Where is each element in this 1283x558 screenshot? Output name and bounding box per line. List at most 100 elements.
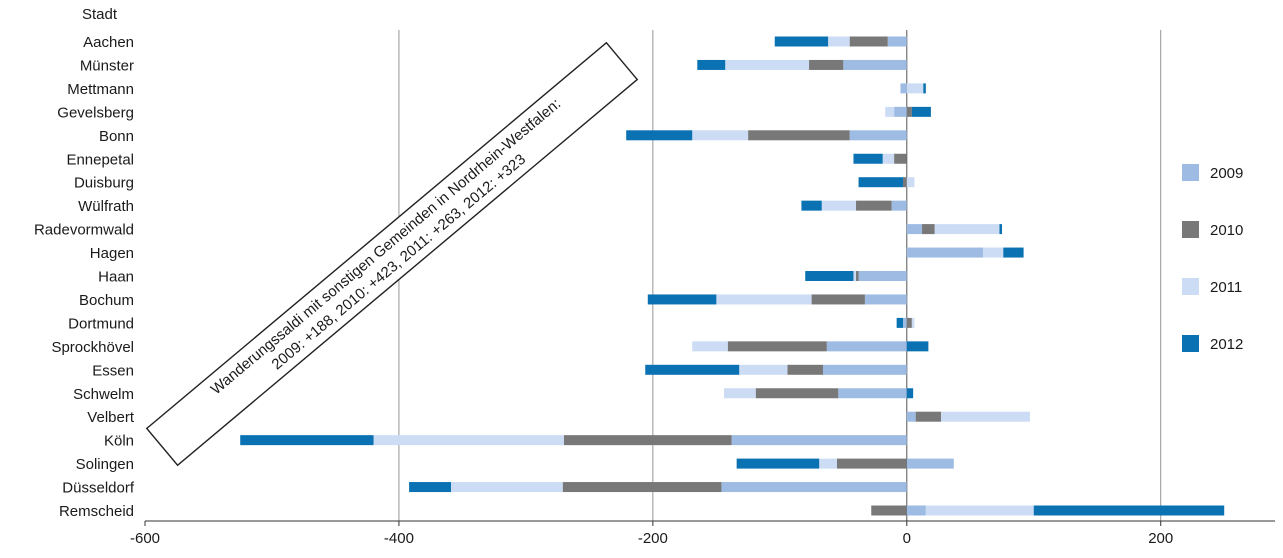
bar-schwelm-2011: [723, 388, 756, 399]
bar-gevelsberg-2011: [885, 106, 895, 117]
bar-remscheid-2012: [1033, 505, 1225, 516]
bar-solingen-2011: [819, 458, 837, 469]
bar-bochum-2009: [864, 294, 907, 305]
bar-mettmann-2012: [923, 83, 926, 94]
category-label: Köln: [104, 433, 134, 450]
bar-radevormwald-2009: [906, 224, 923, 235]
bar-aachen-2010: [849, 36, 888, 47]
bar-dortmund-2010: [906, 317, 912, 328]
bar-münster-2010: [809, 59, 844, 70]
x-tick-label: 200: [1148, 530, 1173, 547]
category-label: Haan: [98, 269, 134, 286]
bar-radevormwald-2012: [999, 224, 1003, 235]
bar-wülfrath-2009: [891, 200, 907, 211]
category-label: Münster: [80, 57, 134, 74]
bar-dortmund-2011: [911, 317, 915, 328]
category-label: Essen: [92, 362, 134, 379]
bar-duisburg-2011: [906, 177, 915, 188]
category-label: Düsseldorf: [62, 480, 135, 497]
bar-bonn-2009: [849, 130, 907, 141]
bar-bonn-2011: [692, 130, 749, 141]
bar-hagen-2009: [906, 247, 983, 258]
bar-duisburg-2012: [858, 177, 903, 188]
bar-sprockhövel-2012: [906, 341, 929, 352]
bar-aachen-2009: [887, 36, 907, 47]
x-tick-label: -200: [638, 530, 668, 547]
bar-düsseldorf-2012: [409, 482, 451, 493]
bar-essen-2010: [787, 364, 823, 375]
bar-haan-2012: [805, 271, 854, 281]
axis-layer: Aachen Münster Mettmann Gevelsberg Bonn Ennep…: [34, 34, 1275, 547]
bar-velbert-2009: [906, 411, 916, 422]
bar-essen-2012: [645, 364, 740, 375]
bar-köln-2009: [731, 435, 907, 446]
category-label: Schwelm: [73, 386, 134, 403]
category-label: Solingen: [76, 456, 134, 473]
bar-münster-2009: [843, 59, 907, 70]
category-label: Radevormwald: [34, 222, 134, 239]
bar-remscheid-2009: [906, 505, 926, 516]
legend-swatch-2009: [1182, 164, 1199, 181]
x-tick-label: 0: [903, 530, 911, 547]
bar-schwelm-2010: [755, 388, 839, 399]
category-label: Hagen: [90, 245, 134, 262]
bar-schwelm-2009: [838, 388, 907, 399]
category-label: Remscheid: [59, 503, 134, 520]
bar-aachen-2012: [774, 36, 829, 47]
bar-velbert-2011: [941, 411, 1030, 422]
bar-münster-2011: [725, 59, 810, 70]
bar-hagen-2012: [1003, 247, 1024, 258]
legend-label-2012: 2012: [1210, 336, 1243, 353]
bar-solingen-2010: [836, 458, 907, 469]
category-label: Aachen: [83, 34, 134, 51]
category-label: Mettmann: [67, 81, 134, 98]
bar-aachen-2011: [828, 36, 850, 47]
bar-bochum-2011: [716, 294, 812, 305]
bar-sprockhövel-2010: [727, 341, 827, 352]
bar-ennepetal-2011: [882, 153, 895, 164]
category-label: Ennepetal: [66, 151, 134, 168]
bar-dortmund-2009: [902, 317, 907, 328]
bar-haan-2009: [858, 271, 907, 281]
bar-köln-2010: [563, 435, 732, 446]
bar-layer: [240, 36, 1225, 516]
bar-mettmann-2011: [906, 83, 924, 94]
legend-swatch-2011: [1182, 278, 1199, 295]
bar-wülfrath-2012: [801, 200, 822, 211]
bar-sprockhövel-2009: [826, 341, 907, 352]
bar-radevormwald-2010: [922, 224, 935, 235]
legend-label-2009: 2009: [1210, 165, 1243, 182]
bar-ennepetal-2012: [853, 153, 883, 164]
bar-hagen-2011: [982, 247, 1004, 258]
category-label: Dortmund: [68, 315, 134, 332]
bar-düsseldorf-2011: [450, 482, 563, 493]
bar-essen-2009: [823, 364, 907, 375]
bar-wülfrath-2010: [856, 200, 892, 211]
annotation-frame: [145, 41, 639, 467]
annotation-box: Wanderungssaldi mit sonstigen Gemeinden …: [145, 41, 639, 467]
grid-layer: [398, 30, 1162, 521]
category-label: Bonn: [99, 128, 134, 145]
bar-solingen-2009: [906, 458, 954, 469]
category-label: Bochum: [79, 292, 134, 309]
annotation-line-1: Wanderungssaldi mit sonstigen Gemeinden …: [208, 95, 564, 398]
bar-bonn-2012: [626, 130, 693, 141]
legend: 2009 2010 2011 2012: [1182, 164, 1243, 353]
bar-schwelm-2012: [906, 388, 914, 399]
bar-duisburg-2010: [902, 177, 907, 188]
x-tick-label: -600: [130, 530, 160, 547]
bar-bonn-2010: [748, 130, 850, 141]
bar-münster-2012: [697, 59, 726, 70]
bar-radevormwald-2011: [934, 224, 1000, 235]
bar-dortmund-2012: [896, 317, 903, 328]
bar-wülfrath-2011: [821, 200, 857, 211]
bar-düsseldorf-2009: [721, 482, 907, 493]
bar-gevelsberg-2010: [906, 106, 912, 117]
bar-remscheid-2011: [925, 505, 1034, 516]
bar-gevelsberg-2009: [894, 106, 907, 117]
bar-velbert-2010: [915, 411, 942, 422]
category-label: Sprockhövel: [51, 339, 134, 356]
bar-köln-2011: [373, 435, 564, 446]
